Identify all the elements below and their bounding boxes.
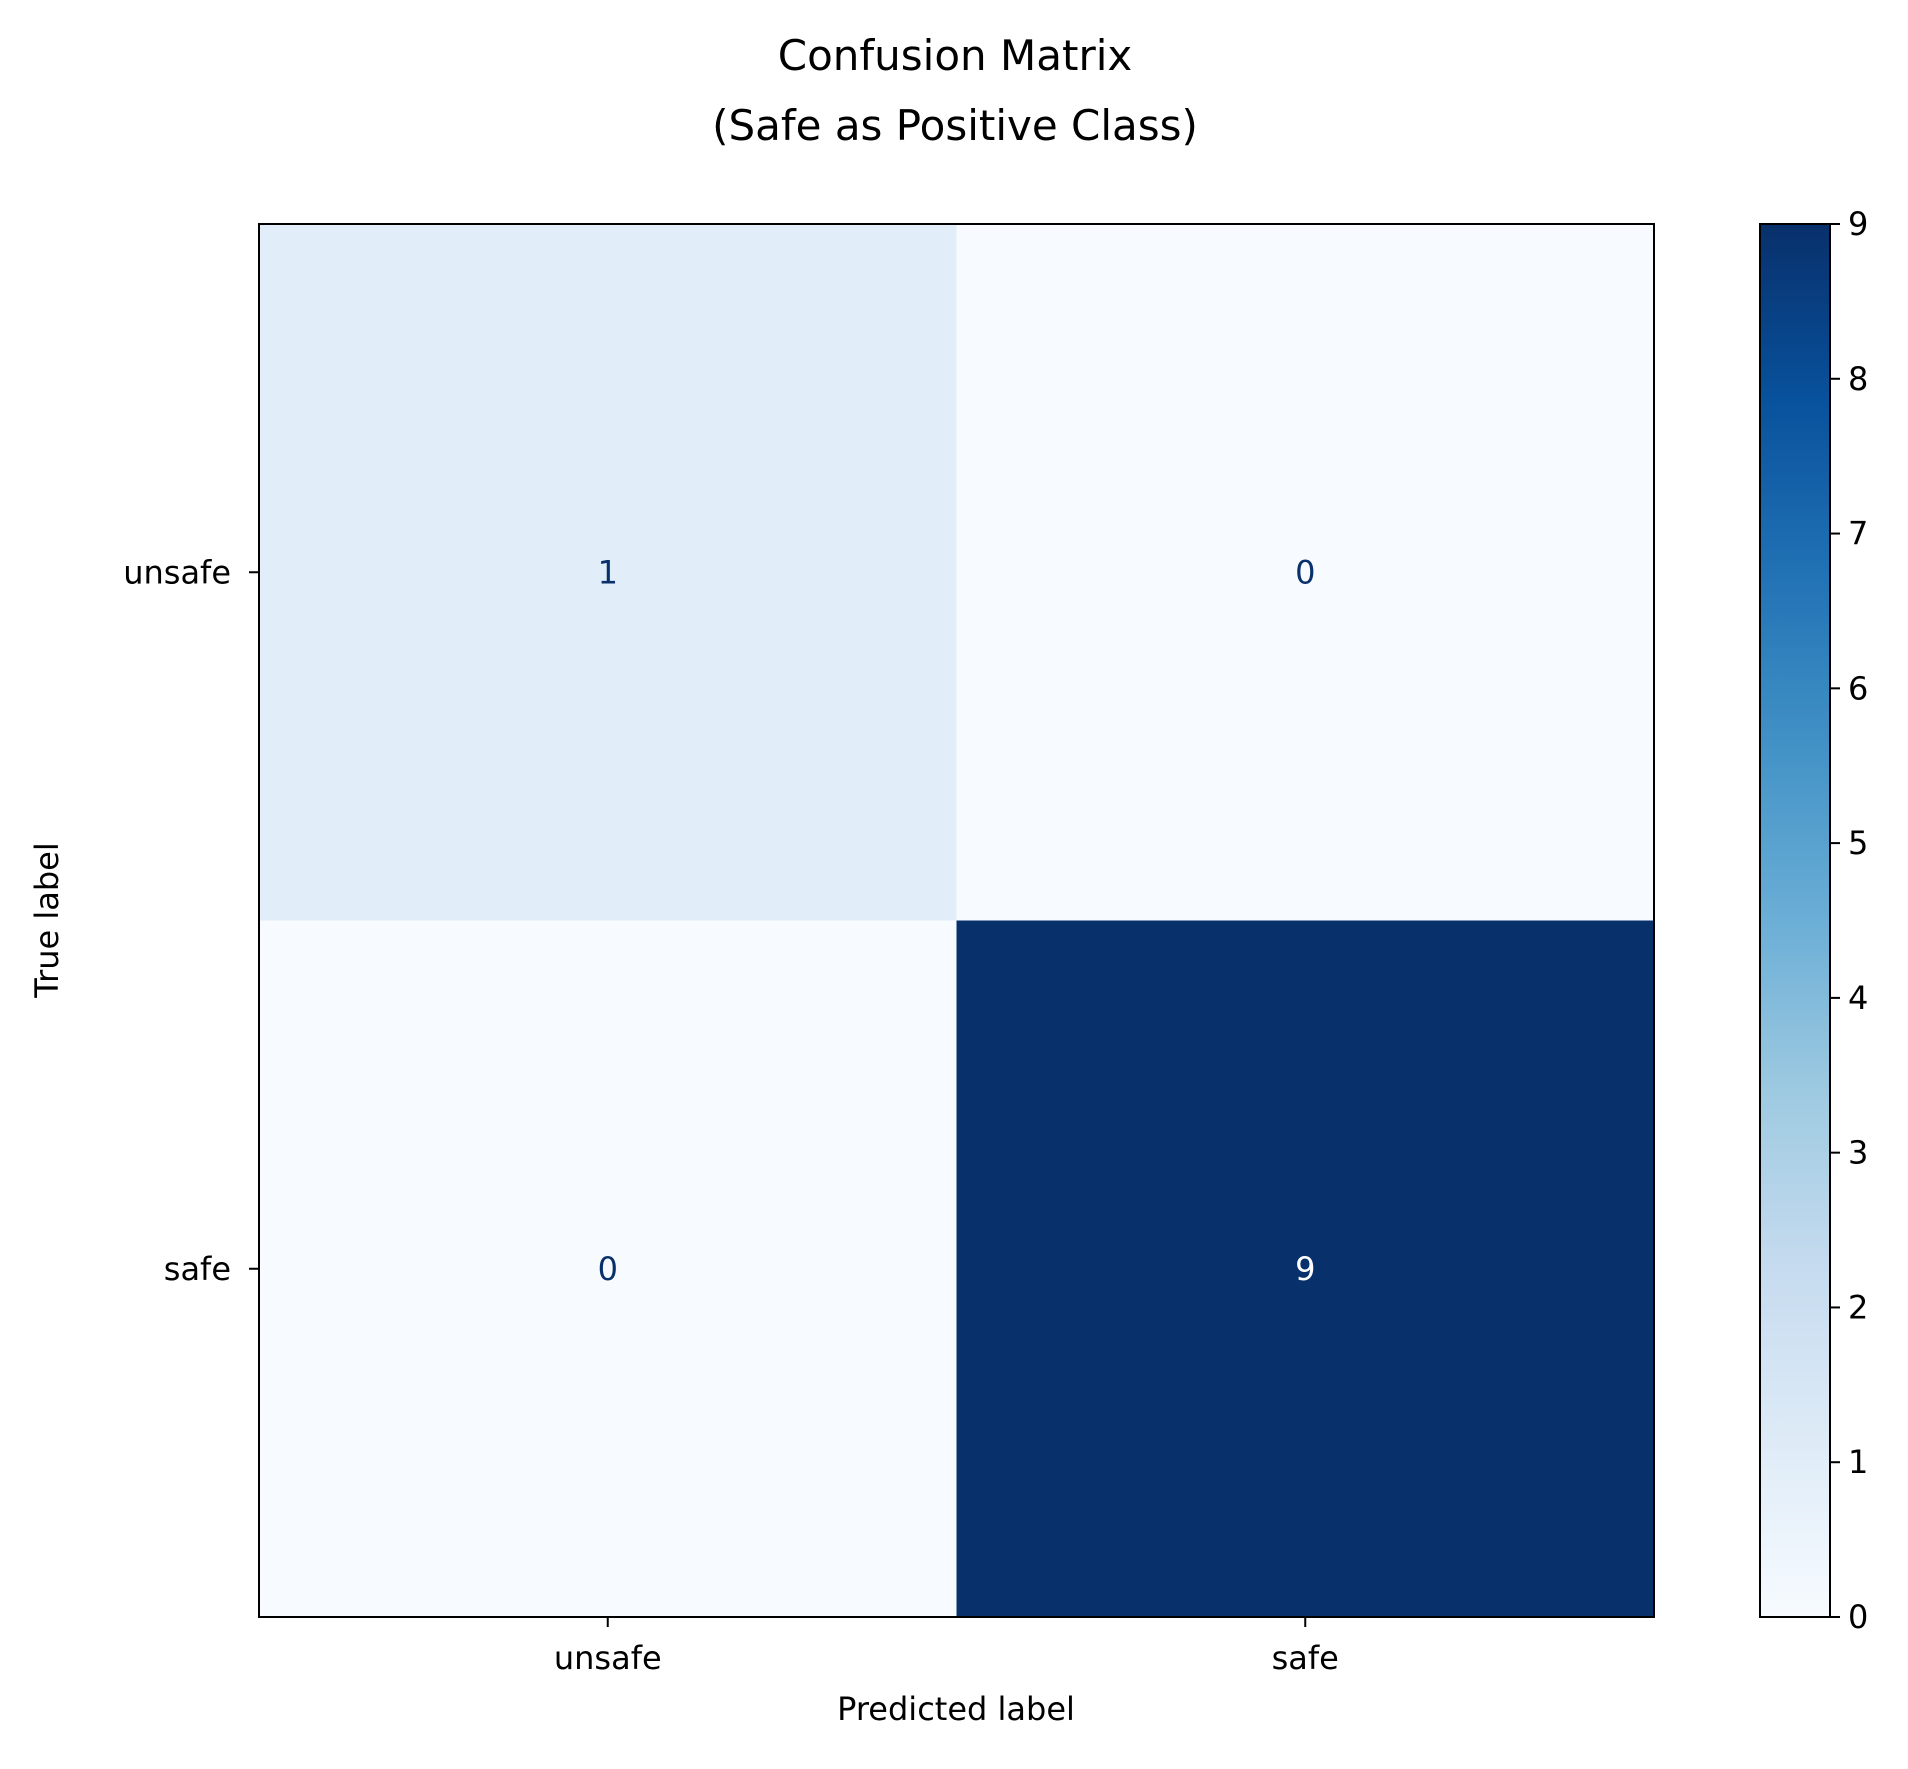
cell-value-label: 9 <box>1295 1250 1315 1288</box>
heatmap-cells <box>259 224 1654 1617</box>
x-axis-ticks: unsafe safe <box>554 1617 1339 1677</box>
chart-title-line-2: (Safe as Positive Class) <box>712 101 1198 150</box>
colorbar-tick-label: 1 <box>1848 1443 1868 1481</box>
colorbar-tick-label: 9 <box>1848 205 1868 243</box>
colorbar-ticks: 0 1 2 3 4 5 6 7 8 9 <box>1830 205 1868 1636</box>
colorbar <box>1759 223 1831 1618</box>
plot-frame <box>258 223 1655 1618</box>
colorbar-tick-label: 0 <box>1848 1598 1868 1636</box>
colorbar-tick-label: 7 <box>1848 515 1868 553</box>
colorbar-tick-label: 4 <box>1848 979 1868 1017</box>
heatmap-cell-safe-unsafe <box>259 920 957 1617</box>
y-tick-label: unsafe <box>123 553 231 591</box>
colorbar-tick-label: 6 <box>1848 669 1868 707</box>
x-tick-label: safe <box>1272 1639 1339 1677</box>
y-tick-label: safe <box>164 1250 231 1288</box>
colorbar-tick-label: 2 <box>1848 1288 1868 1326</box>
heatmap-cell-labels: 1 0 0 9 <box>598 553 1316 1288</box>
chart-title-line-1: Confusion Matrix <box>778 31 1133 80</box>
heatmap-cell-unsafe-safe <box>956 224 1654 921</box>
y-axis-ticks: unsafe safe <box>123 553 259 1288</box>
colorbar-tick-label: 8 <box>1848 360 1868 398</box>
cell-value-label: 0 <box>598 1250 618 1288</box>
heatmap-cell-safe-safe <box>956 920 1654 1617</box>
cell-value-label: 1 <box>598 553 618 591</box>
colorbar-tick-label: 3 <box>1848 1134 1868 1172</box>
cell-value-label: 0 <box>1295 553 1315 591</box>
y-axis-label: True label <box>28 842 66 999</box>
heatmap-cell-unsafe-unsafe <box>259 224 957 921</box>
x-axis-label: Predicted label <box>837 1690 1075 1728</box>
colorbar-tick-label: 5 <box>1848 824 1868 862</box>
x-tick-label: unsafe <box>554 1639 662 1677</box>
